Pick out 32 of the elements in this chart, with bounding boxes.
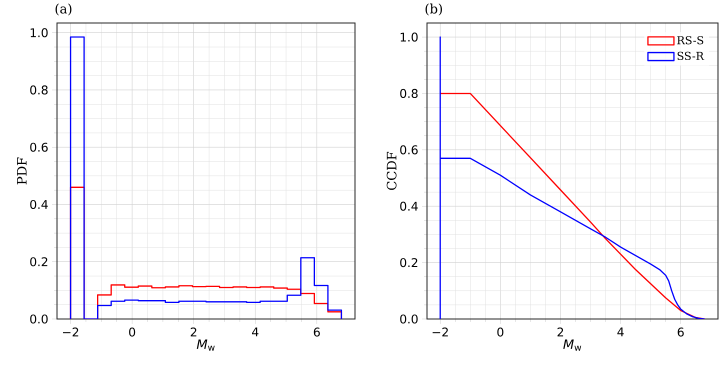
y-tick-label: 0.2 xyxy=(30,257,48,266)
x-tick-label: −2 xyxy=(432,328,448,336)
y-tick-label: 0.0 xyxy=(400,314,418,324)
y-axis-title: CCDF xyxy=(386,152,397,190)
x-tick-label: 4 xyxy=(252,328,258,336)
x-axis-title: M$_{w}$ xyxy=(563,339,582,351)
x-tick-label: 0 xyxy=(129,328,136,337)
y-tick-label: 0.6 xyxy=(400,145,418,154)
x-tick-label: 2 xyxy=(190,328,196,336)
x-tick-label: 4 xyxy=(617,328,624,336)
y-axis-title: PDF xyxy=(17,157,27,184)
y-tick-label: 0.2 xyxy=(400,258,418,268)
y-tick-label: 0.0 xyxy=(30,314,48,324)
legend-label: SS-R xyxy=(678,52,704,60)
line-series xyxy=(440,92,706,319)
x-tick-label: −2 xyxy=(62,328,78,336)
y-tick-label: 1.0 xyxy=(30,28,48,38)
y-tick-label: 1.0 xyxy=(400,32,418,42)
y-tick-label: 0.8 xyxy=(400,88,418,98)
y-tick-label: 0.4 xyxy=(400,202,418,211)
y-tick-label: 0.4 xyxy=(30,200,48,210)
y-tick-label: 0.6 xyxy=(30,142,48,152)
x-tick-label: 6 xyxy=(678,328,684,337)
x-tick-label: 6 xyxy=(314,328,320,337)
y-tick-label: 0.8 xyxy=(30,85,48,95)
x-tick-label: 0 xyxy=(497,328,504,337)
x-axis-title: M$_{w}$ xyxy=(196,339,215,351)
legend-label: RS-S xyxy=(677,36,704,44)
line-series xyxy=(440,36,706,319)
chart-title: (b) xyxy=(426,4,442,16)
chart-title: (a) xyxy=(56,4,72,16)
x-tick-label: 2 xyxy=(558,328,564,336)
